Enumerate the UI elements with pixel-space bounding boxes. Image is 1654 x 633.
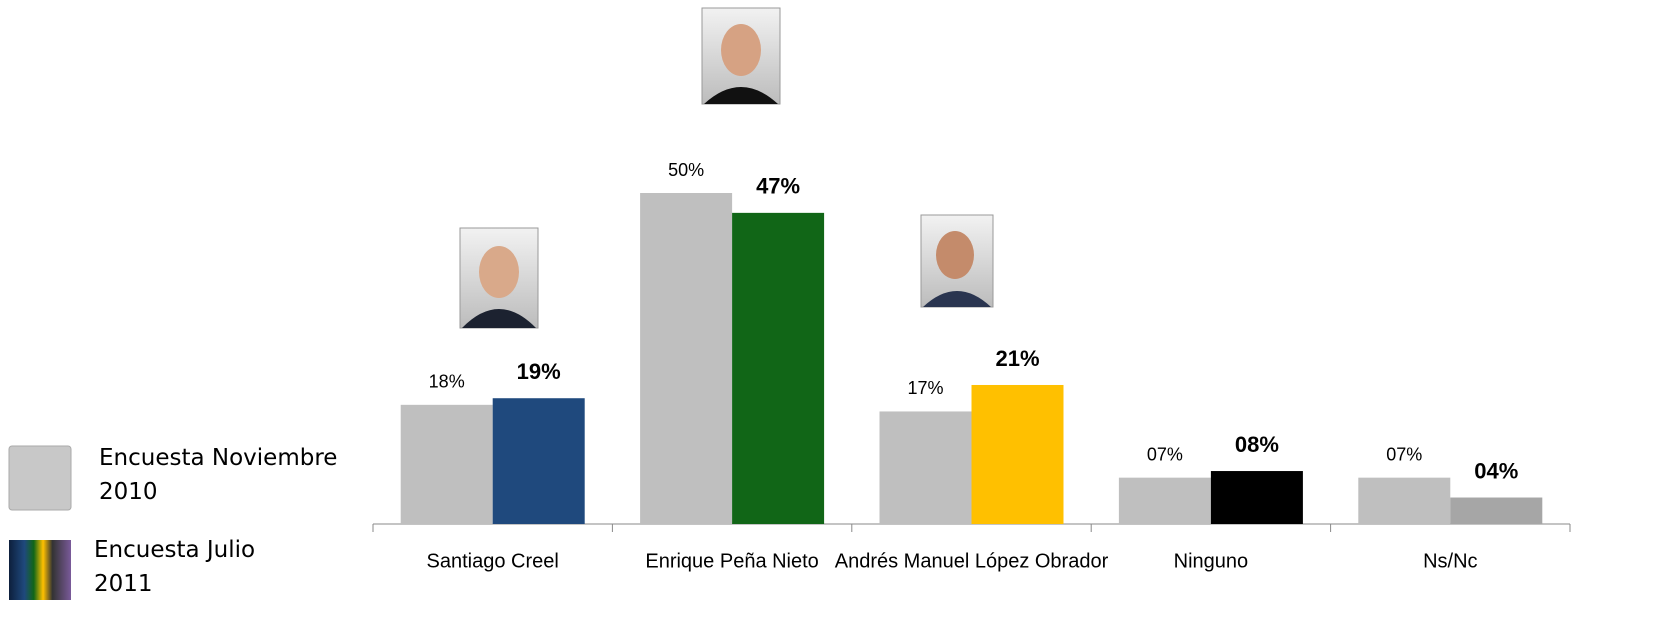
x-tick-label: Ns/Nc <box>1423 550 1477 572</box>
legend-swatch <box>8 445 72 511</box>
data-label: 04% <box>1474 458 1518 483</box>
bar <box>1210 471 1303 524</box>
x-tick-label: Andrés Manuel López Obrador <box>835 550 1109 572</box>
data-label: 50% <box>668 160 704 180</box>
legend-label: Encuesta Julio 2011 <box>94 537 256 597</box>
legend-swatch <box>9 540 71 600</box>
bar <box>879 411 972 524</box>
bar <box>1118 477 1211 524</box>
data-label: 07% <box>1147 444 1183 464</box>
data-label: 07% <box>1386 444 1422 464</box>
bar <box>1358 477 1451 524</box>
data-label: 47% <box>756 174 800 199</box>
data-label: 18% <box>429 372 465 392</box>
bar <box>640 193 733 524</box>
data-label: 08% <box>1235 432 1279 457</box>
photo <box>701 7 781 105</box>
photo <box>459 227 539 329</box>
data-label: 17% <box>907 378 943 398</box>
legend-label: Encuesta Noviembre 2010 <box>99 445 338 505</box>
x-tick-label: Ninguno <box>1174 550 1249 572</box>
data-label: 19% <box>517 359 561 384</box>
x-tick-label: Santiago Creel <box>427 550 559 572</box>
x-tick-label: Enrique Peña Nieto <box>645 550 818 572</box>
bar <box>732 212 825 525</box>
bar <box>1450 497 1543 524</box>
data-label: 21% <box>995 346 1039 371</box>
bar <box>971 384 1064 524</box>
bar <box>400 404 493 524</box>
bar <box>492 398 585 524</box>
photo <box>920 214 994 308</box>
